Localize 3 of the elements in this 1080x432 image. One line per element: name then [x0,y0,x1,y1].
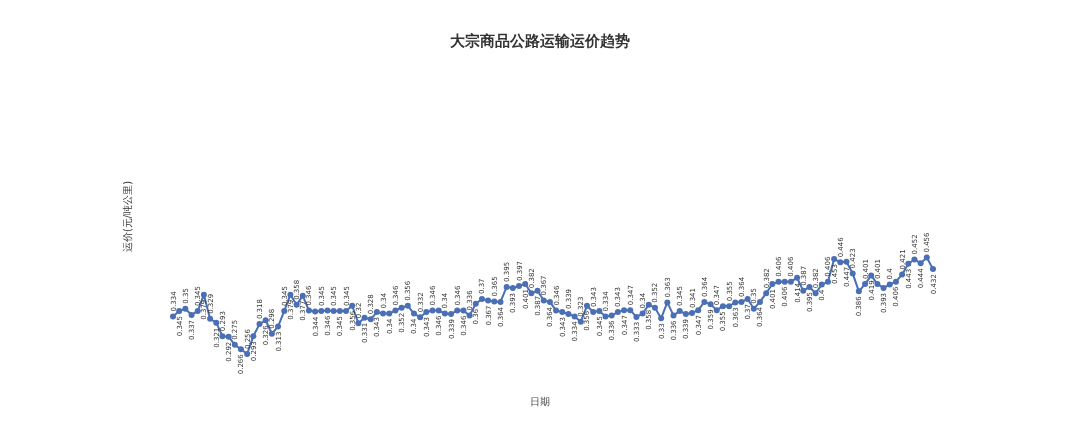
y-axis-title: 运价(元/吨公里) [122,180,133,253]
chart-title: 大宗商品公路运输运价趋势 [450,32,630,50]
x-axis-title: 日期 [530,396,550,407]
